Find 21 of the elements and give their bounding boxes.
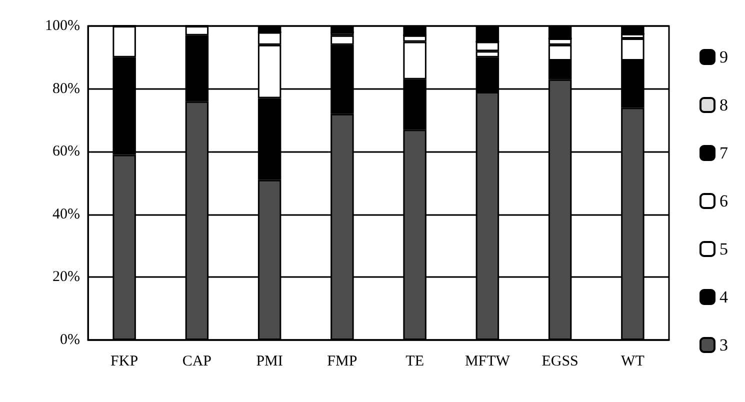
x-tick-label: TE bbox=[406, 354, 424, 370]
y-tick-label: 60% bbox=[52, 144, 80, 160]
x-tick-label: MFTW bbox=[464, 354, 511, 370]
y-tick-label: 20% bbox=[52, 269, 80, 286]
x-tick-label: EGSS bbox=[542, 354, 578, 370]
legend-label: 4 bbox=[720, 288, 728, 306]
x-tick-label: CAP bbox=[182, 354, 212, 370]
y-tick-label: 100% bbox=[45, 18, 80, 34]
legend-label: 9 bbox=[720, 48, 728, 66]
x-tick-label: FMP bbox=[327, 354, 358, 370]
y-tick-label: 40% bbox=[52, 206, 80, 222]
legend-label: 3 bbox=[720, 336, 728, 354]
legend-label: 7 bbox=[720, 144, 728, 162]
x-tick-label: WT bbox=[621, 354, 644, 370]
x-tick-label: PMI bbox=[256, 354, 283, 370]
legend-label: 8 bbox=[720, 96, 728, 114]
legend-label: 5 bbox=[720, 240, 728, 258]
y-tick-label: 0% bbox=[60, 332, 80, 348]
legend-label: 6 bbox=[720, 192, 728, 210]
y-tick-label: 80% bbox=[52, 80, 80, 97]
x-tick-label: FKP bbox=[110, 354, 138, 370]
